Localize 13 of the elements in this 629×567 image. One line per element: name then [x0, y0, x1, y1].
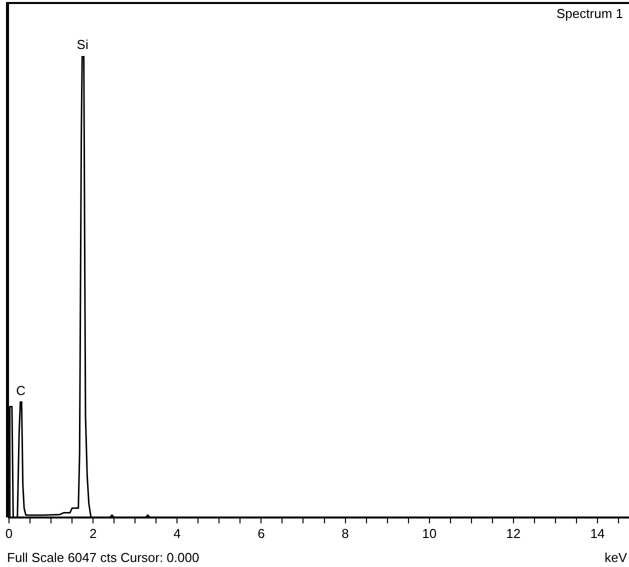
text: Full Scale 6047 cts Cursor: 0.000 [7, 550, 200, 566]
x-tick-label: 14 [590, 526, 605, 541]
x-tick-label: 12 [506, 526, 521, 541]
x-tick-label: 2 [89, 526, 97, 541]
annotation: Si [76, 37, 88, 52]
x-tick-label: 4 [174, 526, 181, 541]
x-tick-label: 6 [258, 526, 265, 541]
x-tick-label: 8 [342, 526, 349, 541]
annotation: C [16, 383, 26, 398]
x-axis-title: keV [604, 550, 628, 566]
x-tick-label: 10 [422, 526, 437, 541]
chart-title: Spectrum 1 [556, 6, 623, 22]
x-tick-label: 0 [5, 526, 13, 541]
